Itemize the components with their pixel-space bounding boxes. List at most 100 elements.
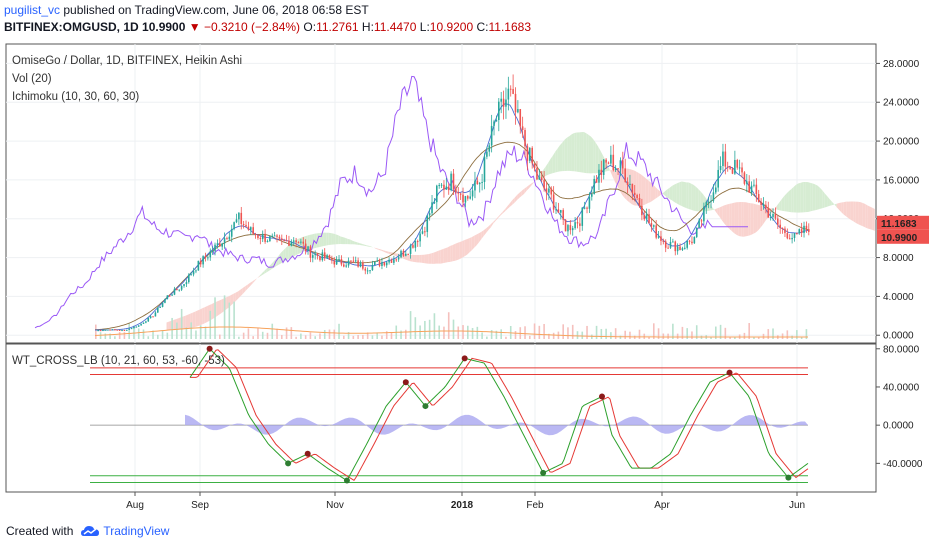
time-tick-label: Aug [126,500,144,511]
volume-bar [343,335,345,339]
candle-body [250,227,252,230]
candle-body [352,260,355,262]
cloud-segment [715,208,718,214]
candle-body [667,247,669,249]
candle-body [490,125,493,146]
cloud-segment [588,134,591,174]
candle-body [226,238,228,240]
candle-body [636,194,638,198]
cloud-segment [371,246,374,248]
cloud-segment [741,201,744,237]
cloud-segment [858,201,861,226]
volume-bar [319,333,321,339]
candle-body [586,207,588,209]
cloud-segment [548,158,551,175]
cloud-segment [366,245,370,247]
candle-body [519,109,522,127]
cloud-segment [586,133,589,174]
cloud-segment [750,203,754,235]
candle-body [693,236,696,244]
candle-body [660,236,662,241]
candle-body [672,241,674,243]
candle-body [111,329,114,331]
volume-bars [94,295,808,339]
volume-bar [157,334,159,339]
candle-body [526,146,529,161]
candle-body [691,241,693,244]
candle-body [571,228,574,231]
cloud-segment [507,203,510,209]
cloud-segment [419,254,422,263]
wt-cross-down-dot [402,379,409,386]
candle-body [295,240,297,243]
candle-body [202,256,204,265]
candle-body [495,120,498,122]
price-pane-frame [5,43,877,344]
candle-body [421,231,424,234]
cloud-segment [786,191,789,212]
candle-body [493,121,495,126]
close-ohlc-value: 11.1683 [488,20,532,34]
candle-body [567,225,569,232]
cloud-segment [271,261,274,270]
candle-body [610,154,612,164]
volume-bar [681,326,684,339]
candle-body [746,181,748,184]
candle-body [543,180,545,189]
cloud-segment [829,198,832,206]
candle-body [431,202,433,214]
volume-bar [376,332,378,339]
volume-bar [266,332,269,339]
candle-body [157,307,159,313]
cloud-segment [552,151,556,174]
volume-bar [252,336,254,339]
candle-body [474,180,476,191]
candle-body [321,252,324,261]
candle-body [97,330,99,332]
cloud-segment [331,233,334,245]
cloud-segment [860,202,863,227]
cloud-segment [226,296,229,310]
cloud-segment [376,248,379,250]
candle-body [135,326,138,328]
cloud-segment [457,241,460,260]
last-low-label: 10.9900 [881,233,918,244]
author-link[interactable]: pugilist_vc [4,3,61,17]
time-tick-label: Jun [789,500,805,511]
volume-bar [748,323,750,339]
cloud-segment [469,237,472,253]
candle-body [729,166,731,169]
lagging-span-line [34,75,748,329]
cloud-segment [359,243,363,246]
candle-body [626,181,629,186]
tradingview-logo[interactable]: TradingView [81,524,169,538]
candle-body [719,165,722,170]
wt-cross-plot [90,345,809,484]
cloud-segment [695,186,699,212]
volume-bar [533,323,536,339]
candle-body [593,178,595,194]
candle-body [419,233,421,242]
volume-bar [123,332,126,339]
cloud-segment [476,233,479,246]
candle-body [800,229,803,233]
cloud-segment [219,299,222,315]
cloud-segment [836,203,839,210]
candle-body [531,147,533,164]
time-tick-label: 2018 [451,500,474,511]
candle-body [488,145,491,152]
candle-body [765,204,767,208]
volume-bar [586,325,588,339]
cloud-segment [364,244,367,247]
high-value: 11.4470 [373,20,417,34]
candle-body [371,265,374,271]
candle-body [443,184,445,190]
cloud-segment [421,254,425,264]
volume-bar [490,330,493,339]
publish-line: pugilist_vc published on TradingView.com… [4,2,928,19]
candle-body [645,214,648,220]
volume-bar [190,322,192,339]
last-low-badge [877,229,929,244]
cloud-segment [247,282,250,289]
